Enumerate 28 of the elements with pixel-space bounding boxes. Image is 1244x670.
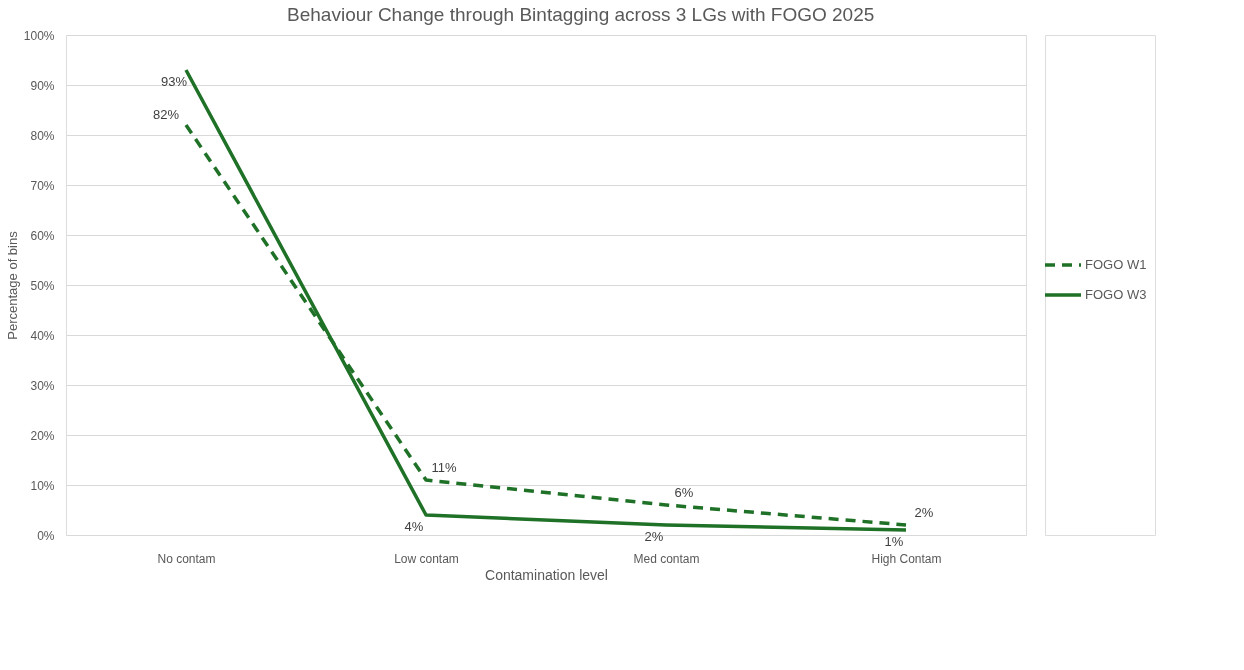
y-tick-label: 10% — [30, 478, 55, 493]
data-label: 1% — [884, 534, 904, 549]
data-label: 11% — [431, 460, 457, 475]
y-tick-label: 100% — [23, 28, 55, 43]
legend-label: FOGO W1 — [1085, 257, 1147, 272]
data-label: 82% — [152, 107, 180, 122]
y-tick-label: 70% — [30, 178, 55, 193]
data-label: 4% — [404, 519, 424, 534]
y-tick-label: 80% — [30, 128, 55, 143]
x-axis-title: Contamination level — [485, 566, 608, 583]
chart-title: Behaviour Change through Bintagging across 3 LGs with FOGO 2025 — [287, 3, 875, 25]
y-tick-label: 20% — [30, 428, 55, 443]
y-tick-label: 90% — [30, 78, 55, 93]
data-label: 93% — [160, 74, 188, 89]
x-tick-label: Low contam — [394, 551, 459, 566]
y-tick-label: 50% — [30, 278, 55, 293]
y-tick-label: 0% — [37, 528, 55, 543]
y-axis-title: Percentage of bins — [4, 230, 20, 340]
y-tick-label: 30% — [30, 378, 55, 393]
y-tick-label: 60% — [30, 228, 55, 243]
x-tick-label: High Contam — [871, 551, 942, 566]
legend-label: FOGO W3 — [1085, 287, 1147, 302]
y-tick-label: 40% — [30, 328, 55, 343]
data-label: 6% — [674, 485, 694, 500]
data-label: 2% — [914, 505, 934, 520]
x-tick-label: Med contam — [633, 551, 700, 566]
data-label: 2% — [644, 529, 664, 544]
x-tick-label: No contam — [157, 551, 216, 566]
